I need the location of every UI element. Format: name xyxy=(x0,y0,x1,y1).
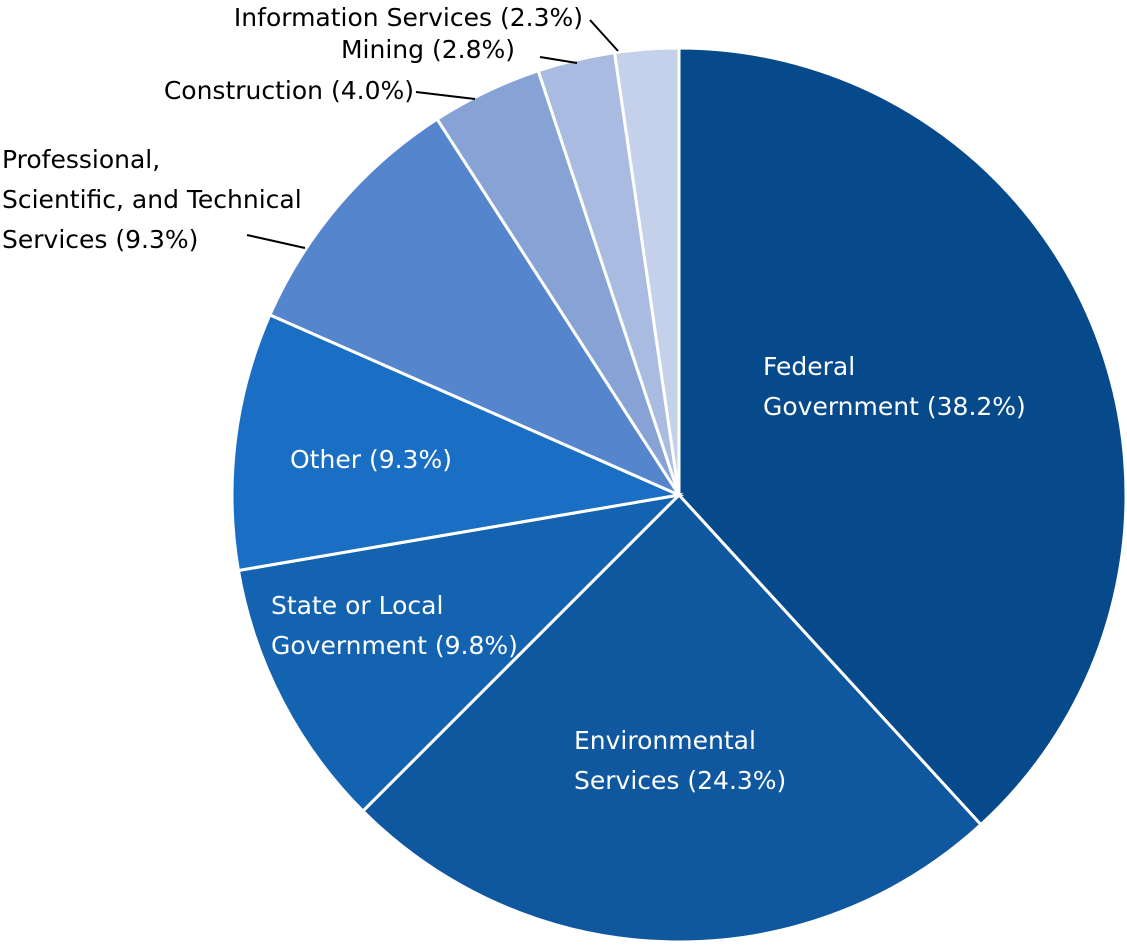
category-label: State or Local Government xyxy=(271,591,444,660)
leader-line xyxy=(246,234,306,249)
value-label: (2.8%) xyxy=(431,35,515,64)
pie-slice xyxy=(677,46,1127,827)
category-label: Other xyxy=(290,445,361,474)
value-label: (2.3%) xyxy=(499,3,583,32)
pie-slice xyxy=(360,492,983,944)
pie-slice xyxy=(612,46,681,496)
pie-slice xyxy=(230,312,685,573)
value-label: (38.2%) xyxy=(926,392,1026,421)
leader-line xyxy=(415,91,476,100)
category-label: Federal Government xyxy=(763,352,919,421)
category-label: Environmental Services xyxy=(574,726,756,795)
slice-label: Federal Government (38.2%) xyxy=(763,347,1026,427)
slice-label: Environmental Services (24.3%) xyxy=(574,721,786,801)
slice-label: Professional, Scientific, and Technical … xyxy=(2,140,302,260)
category-label: Construction xyxy=(163,76,324,105)
pie-slice xyxy=(267,117,683,499)
pie-slice xyxy=(236,492,684,814)
value-label: (24.3%) xyxy=(687,766,787,795)
category-label: Mining xyxy=(340,35,425,64)
value-label: (9.8%) xyxy=(434,631,518,660)
slice-label: State or Local Government (9.8%) xyxy=(271,586,518,666)
slice-label: Mining (2.8%) xyxy=(341,30,515,70)
leader-line xyxy=(589,19,619,52)
value-label: (4.0%) xyxy=(330,76,414,105)
leader-line xyxy=(539,56,578,64)
value-label: (9.3%) xyxy=(368,445,452,474)
category-label: Information Services xyxy=(233,3,493,32)
category-label: Professional, Scientific, and Technical … xyxy=(2,145,302,254)
slice-label: Other (9.3%) xyxy=(290,440,452,480)
slice-label: Construction (4.0%) xyxy=(164,71,414,111)
value-label: (9.3%) xyxy=(115,225,199,254)
slice-label: Information Services (2.3%) xyxy=(234,0,583,38)
